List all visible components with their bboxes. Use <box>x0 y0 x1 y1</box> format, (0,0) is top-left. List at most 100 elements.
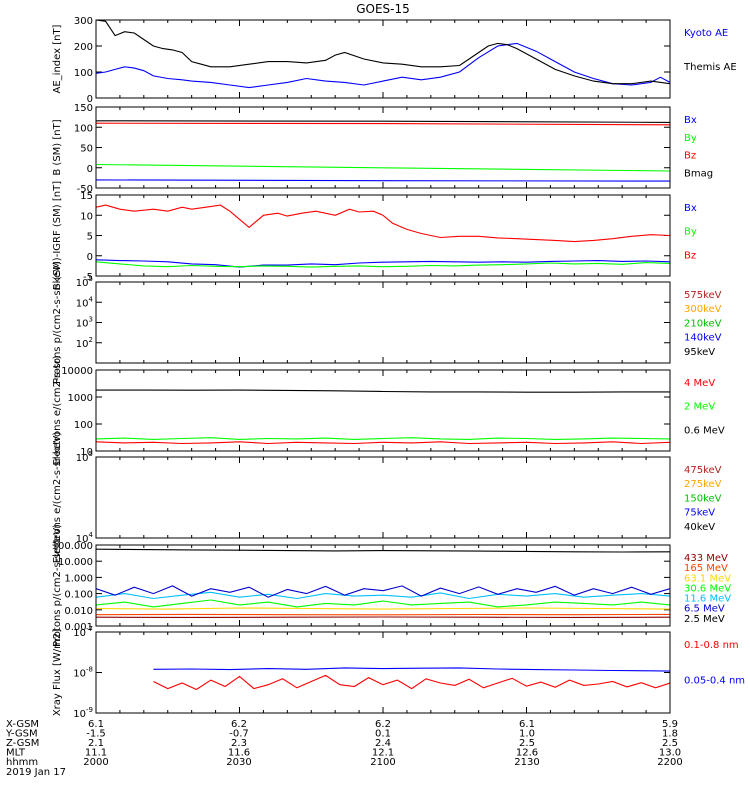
panel-frame <box>95 19 671 99</box>
y-axis-label: Xray Flux [W/m2] <box>52 629 63 716</box>
legend-0.6-mev: 0.6 MeV <box>684 425 725 436</box>
y-tick-label: 0 <box>87 164 93 175</box>
series-line-30.6-mev <box>96 599 670 608</box>
footer-row-label: hhmm <box>6 757 38 768</box>
footer-value: 2200 <box>657 757 682 768</box>
y-tick-label: 0.010 <box>64 606 93 617</box>
footer-value: 6.1 <box>519 719 535 730</box>
legend-150kev: 150keV <box>684 493 722 504</box>
footer-value: 1.8 <box>662 729 678 740</box>
y-tick-label: 10.000 <box>58 557 93 568</box>
panel-frame <box>95 106 671 189</box>
legend-75kev: 75keV <box>684 508 715 519</box>
series-line-bz <box>96 122 670 126</box>
series-line-themis-ae <box>96 20 670 85</box>
footer-value: 2.3 <box>231 738 247 749</box>
footer-row-label: X-GSM <box>6 719 39 730</box>
legend-30.6-mev: 30.6 MeV <box>684 583 731 594</box>
y-tick-label: 104 <box>76 531 94 545</box>
legend-0.1-0.8-nm: 0.1-0.8 nm <box>684 640 739 651</box>
legend-95kev: 95keV <box>684 347 715 358</box>
series-line-by <box>96 163 670 172</box>
legend-by: By <box>684 227 697 238</box>
y-axis-label: B (SM) [nT] <box>52 119 63 175</box>
panel-7: 0.001 0.010 0.100 1.000 10.000 100.000Protons… <box>52 524 732 647</box>
y-tick-label: -5 <box>83 272 93 283</box>
footer-value: 2.4 <box>375 738 391 749</box>
y-tick-label: 15 <box>80 191 93 202</box>
series-line-bmag <box>96 120 670 123</box>
legend-165-mev: 165 MeV <box>684 563 728 574</box>
y-tick-label: 100 <box>74 68 93 79</box>
series-line-bx <box>96 259 670 268</box>
series-line-2-mev <box>96 437 670 440</box>
plot-title: GOES-15 <box>356 2 410 16</box>
footer-value: 12.6 <box>516 748 538 759</box>
panel-frame <box>95 194 671 277</box>
panel-8: 10-9 10-8 10-7 Xray Flux [W/m2] 0.1-0.8 nm 0.… <box>52 625 745 720</box>
legend-bmag: Bmag <box>684 168 713 179</box>
y-tick-label: 0.100 <box>64 590 93 601</box>
legend-140kev: 140keV <box>684 333 722 344</box>
y-tick-label: -50 <box>77 184 93 195</box>
footer-value: 11.1 <box>85 748 107 759</box>
legend-kyoto-ae: Kyoto AE <box>684 28 728 39</box>
y-axis-label: Electrons e/(cm2-s-sr-keV) <box>52 432 63 564</box>
footer-value: 11.6 <box>228 748 250 759</box>
series-line-by <box>96 261 670 268</box>
y-tick-label: 104 <box>76 295 94 309</box>
y-tick-label: 0 <box>87 252 93 263</box>
series-line-bx <box>96 179 670 182</box>
series-line-0.6-mev <box>96 389 670 393</box>
footer-value: 2000 <box>83 757 108 768</box>
y-tick-label: 1.000 <box>64 573 93 584</box>
y-tick-label: 200 <box>74 42 93 53</box>
legend-40kev: 40keV <box>684 522 715 533</box>
footer-value: 2.5 <box>662 738 678 749</box>
series-line-0.1-0.8-nm <box>153 674 670 691</box>
footer-value: 6.2 <box>231 719 247 730</box>
legend-0.05-0.4-nm: 0.05-0.4 nm <box>684 676 745 687</box>
legend-275kev: 275keV <box>684 479 722 490</box>
footer-value: 2.1 <box>88 738 104 749</box>
panel-frame <box>95 456 671 539</box>
legend-433-mev: 433 MeV <box>684 553 728 564</box>
y-axis-label: AE_index [nT] <box>52 24 63 93</box>
legend-by: By <box>684 133 697 144</box>
legend-bz: Bz <box>684 151 696 162</box>
y-tick-label: 1000 <box>68 393 93 404</box>
legend-bx: Bx <box>684 115 697 126</box>
legend-11.6-mev: 11.6 MeV <box>684 594 731 605</box>
footer-value: 1.0 <box>519 729 535 740</box>
series-line-6.5-mev <box>96 585 670 598</box>
y-tick-label: 5 <box>87 232 93 243</box>
footer-value: -1.5 <box>86 729 106 740</box>
footer-value: 0.1 <box>375 729 391 740</box>
footer-date: 2019 Jan 17 <box>6 767 66 778</box>
legend-63.1-mev: 63.1 MeV <box>684 573 731 584</box>
panel-frame <box>95 369 671 452</box>
footer-value: 6.1 <box>88 719 104 730</box>
footer-value: 2.5 <box>519 738 535 749</box>
legend-575kev: 575keV <box>684 290 722 301</box>
y-tick-label: 105 <box>76 450 93 464</box>
y-tick-label: 105 <box>76 275 93 289</box>
y-tick-label: 10-8 <box>73 666 93 680</box>
legend-475kev: 475keV <box>684 465 722 476</box>
footer-value: 13.0 <box>659 748 681 759</box>
legend-6.5-mev: 6.5 MeV <box>684 604 725 615</box>
series-line-11.6-mev <box>96 591 670 600</box>
series-line-2.5-mev <box>96 548 670 553</box>
footer-value: -0.7 <box>229 729 249 740</box>
y-tick-label: 0.001 <box>64 622 93 633</box>
y-axis-label: Protons p/(cm2-s-sr-keV) <box>52 261 63 384</box>
footer-value: 12.1 <box>372 748 394 759</box>
series-line-bz <box>96 204 670 243</box>
y-tick-label: 300 <box>74 16 93 27</box>
y-tick-label: 102 <box>76 336 93 350</box>
